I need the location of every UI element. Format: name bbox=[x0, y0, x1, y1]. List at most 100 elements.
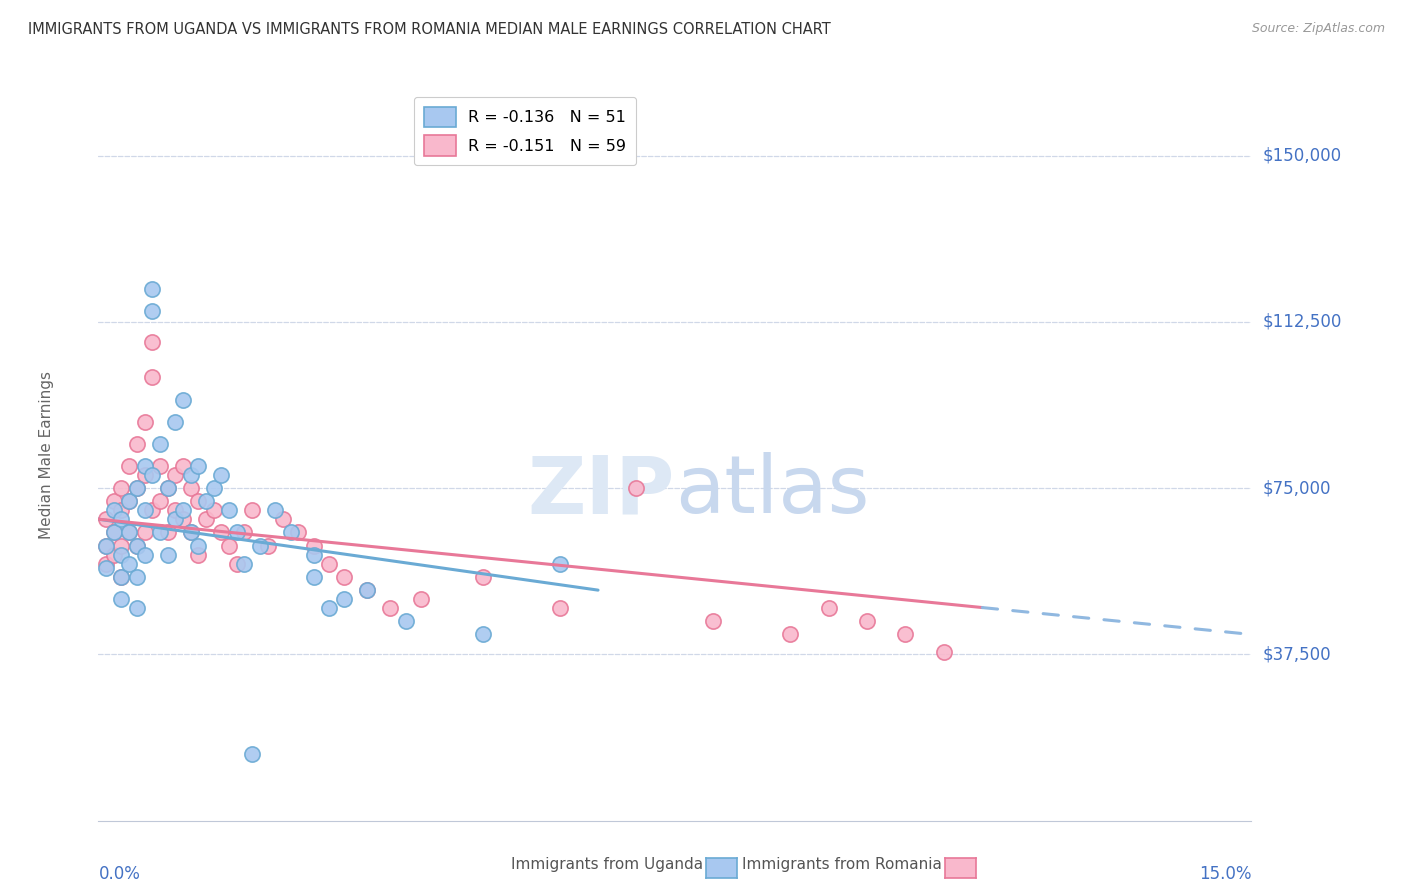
Point bbox=[156, 525, 179, 540]
Point bbox=[195, 494, 218, 508]
Point bbox=[125, 570, 148, 584]
Point bbox=[471, 570, 494, 584]
Point bbox=[110, 503, 132, 517]
Point bbox=[103, 525, 125, 540]
Point bbox=[156, 548, 179, 562]
Point bbox=[110, 570, 132, 584]
Point bbox=[180, 525, 202, 540]
Point bbox=[165, 512, 187, 526]
Text: Immigrants from Uganda: Immigrants from Uganda bbox=[510, 857, 703, 872]
Point bbox=[172, 392, 194, 407]
Point bbox=[318, 600, 340, 615]
Point bbox=[103, 548, 125, 562]
Point bbox=[165, 415, 187, 429]
Point bbox=[94, 539, 117, 553]
Point bbox=[165, 503, 187, 517]
Text: $75,000: $75,000 bbox=[1263, 479, 1331, 497]
Point bbox=[249, 539, 271, 553]
Point bbox=[103, 503, 125, 517]
Point bbox=[233, 525, 256, 540]
Point bbox=[125, 481, 148, 495]
Point bbox=[141, 303, 163, 318]
Point bbox=[187, 458, 209, 473]
Text: $150,000: $150,000 bbox=[1263, 146, 1341, 165]
Point bbox=[187, 494, 209, 508]
Point bbox=[172, 503, 194, 517]
Point bbox=[271, 512, 294, 526]
Point bbox=[141, 467, 163, 482]
Point bbox=[287, 525, 309, 540]
Point bbox=[134, 415, 156, 429]
Point bbox=[318, 557, 340, 571]
Point bbox=[134, 503, 156, 517]
Point bbox=[218, 503, 240, 517]
Point bbox=[172, 512, 194, 526]
Point bbox=[110, 481, 132, 495]
Point bbox=[94, 539, 117, 553]
Point bbox=[110, 570, 132, 584]
Point bbox=[156, 481, 179, 495]
Point bbox=[626, 481, 648, 495]
Point bbox=[302, 570, 325, 584]
Point bbox=[110, 592, 132, 607]
Point bbox=[118, 525, 141, 540]
Point bbox=[134, 548, 156, 562]
Point bbox=[118, 557, 141, 571]
Point bbox=[134, 525, 156, 540]
Point bbox=[356, 583, 378, 598]
Point bbox=[302, 539, 325, 553]
Point bbox=[118, 458, 141, 473]
Point bbox=[202, 481, 225, 495]
Point bbox=[240, 747, 263, 761]
Point bbox=[380, 600, 402, 615]
Point bbox=[333, 592, 356, 607]
Point bbox=[817, 600, 839, 615]
Point bbox=[165, 467, 187, 482]
Point bbox=[225, 557, 247, 571]
Legend: R = -0.136   N = 51, R = -0.151   N = 59: R = -0.136 N = 51, R = -0.151 N = 59 bbox=[413, 97, 636, 165]
Point bbox=[94, 561, 117, 575]
Point bbox=[125, 600, 148, 615]
Point bbox=[118, 525, 141, 540]
Point bbox=[548, 557, 571, 571]
Point bbox=[125, 539, 148, 553]
Point bbox=[103, 525, 125, 540]
Point bbox=[118, 494, 141, 508]
Point bbox=[333, 570, 356, 584]
Point bbox=[180, 481, 202, 495]
Point bbox=[280, 525, 302, 540]
Point bbox=[471, 627, 494, 641]
Point bbox=[110, 539, 132, 553]
Point bbox=[932, 645, 955, 659]
Point bbox=[411, 592, 433, 607]
Point bbox=[218, 539, 240, 553]
Point bbox=[141, 370, 163, 384]
Text: 0.0%: 0.0% bbox=[98, 864, 141, 882]
Point bbox=[233, 557, 256, 571]
Text: 15.0%: 15.0% bbox=[1199, 864, 1251, 882]
Text: $37,500: $37,500 bbox=[1263, 646, 1331, 664]
Point bbox=[702, 614, 724, 628]
Point bbox=[548, 600, 571, 615]
Point bbox=[125, 437, 148, 451]
Text: ZIP: ZIP bbox=[527, 452, 675, 531]
Point bbox=[256, 539, 278, 553]
Point bbox=[172, 458, 194, 473]
Point bbox=[125, 539, 148, 553]
Point bbox=[149, 458, 172, 473]
Point bbox=[110, 512, 132, 526]
Point bbox=[302, 548, 325, 562]
Text: Median Male Earnings: Median Male Earnings bbox=[39, 371, 53, 539]
Point bbox=[395, 614, 418, 628]
Point bbox=[134, 458, 156, 473]
Point bbox=[225, 525, 247, 540]
Point bbox=[240, 503, 263, 517]
Point bbox=[779, 627, 801, 641]
Point bbox=[141, 503, 163, 517]
Point bbox=[894, 627, 917, 641]
Point bbox=[209, 525, 232, 540]
Point bbox=[134, 467, 156, 482]
Point bbox=[149, 437, 172, 451]
Point bbox=[856, 614, 879, 628]
Point bbox=[195, 512, 218, 526]
